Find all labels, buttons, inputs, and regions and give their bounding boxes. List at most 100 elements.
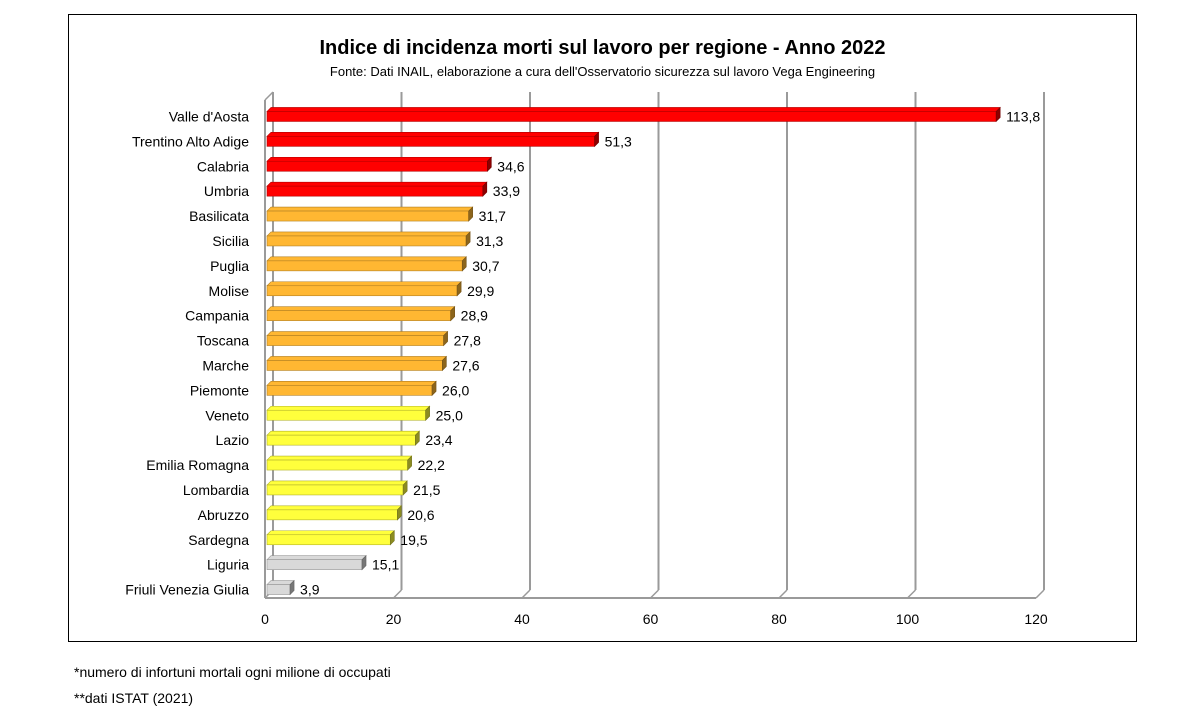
bar-top [266, 331, 449, 336]
bar-end [397, 505, 402, 521]
bar-top [266, 132, 600, 137]
bar-top [266, 231, 471, 237]
bar-end [442, 355, 447, 372]
bar [266, 335, 444, 346]
value-label: 33,9 [493, 183, 520, 199]
bar-top [266, 455, 413, 461]
bar-top [266, 555, 367, 560]
floor-tick [778, 589, 788, 599]
bar-end [361, 554, 367, 571]
bar-end [389, 530, 395, 546]
category-label: Campania [185, 308, 249, 324]
bar-top [266, 530, 396, 536]
chart-subtitle: Fonte: Dati INAIL, elaborazione a cura d… [329, 64, 876, 79]
category-label: Puglia [210, 258, 249, 274]
x-tick-label: 40 [514, 611, 530, 627]
category-label: Emilia Romagna [146, 457, 249, 473]
bar-end [995, 106, 1001, 123]
value-label: 22,2 [418, 457, 445, 473]
bar [266, 111, 997, 122]
value-label: 23,4 [425, 432, 452, 448]
bar [266, 285, 458, 297]
bar-end [487, 156, 492, 172]
value-label: 113,8 [1006, 108, 1040, 124]
bar-top [266, 181, 488, 187]
floor-tick [521, 589, 531, 599]
category-label: Abruzzo [198, 507, 250, 523]
bar [266, 185, 484, 197]
bar [266, 509, 398, 521]
bar-end [443, 330, 448, 347]
bar [266, 385, 433, 396]
bar-top [266, 156, 493, 162]
category-label: Lombardia [183, 482, 249, 498]
category-label: Valle d'Aosta [169, 108, 249, 124]
bar-top [266, 107, 1001, 112]
bar-end [431, 380, 437, 397]
category-label: Sardegna [188, 532, 249, 548]
value-label: 26,0 [442, 382, 469, 398]
category-label: Calabria [197, 158, 249, 174]
value-label: 29,9 [467, 283, 494, 299]
bar-end [450, 305, 455, 322]
bar-top [266, 381, 437, 386]
bar-end [456, 281, 462, 297]
category-label: Umbria [204, 183, 249, 199]
bar [266, 160, 488, 172]
x-tick-label: 0 [261, 611, 269, 627]
value-label: 21,5 [413, 482, 440, 498]
bar-top [266, 281, 462, 287]
bar-top [266, 580, 295, 585]
bar-end [461, 256, 467, 272]
x-tick-label: 80 [771, 611, 787, 627]
bar-top [266, 480, 408, 486]
bar-end [425, 405, 430, 421]
floor-tick [906, 589, 917, 599]
category-label: Sicilia [212, 233, 249, 249]
value-label: 51,3 [605, 133, 632, 149]
value-label: 31,3 [476, 233, 503, 249]
bar [266, 409, 426, 421]
category-label: Trentino Alto Adige [132, 133, 249, 149]
category-label: Liguria [207, 557, 249, 573]
bar [266, 210, 469, 222]
bar [266, 434, 416, 446]
value-label: 30,7 [472, 258, 499, 274]
x-tick-label: 120 [1024, 611, 1048, 627]
floor-tick [649, 589, 660, 599]
bar-end [468, 206, 473, 222]
bar [266, 260, 463, 272]
bar [266, 360, 443, 371]
bar-end [465, 231, 471, 247]
bar [266, 484, 404, 496]
x-tick-label: 60 [643, 611, 659, 627]
value-label: 15,1 [372, 557, 399, 573]
bar-end [407, 455, 412, 471]
floor-tick [1035, 589, 1045, 599]
value-label: 34,6 [497, 158, 524, 174]
bar-top [266, 256, 467, 262]
floor-tick [392, 589, 403, 599]
chart-frame: Indice di incidenza morti sul lavoro per… [68, 14, 1137, 642]
bar-top [266, 505, 403, 511]
x-tick-label: 20 [386, 611, 402, 627]
category-label: Toscana [197, 333, 249, 349]
chart-title: Indice di incidenza morti sul lavoro per… [319, 37, 886, 59]
value-label: 19,5 [400, 532, 427, 548]
value-label: 27,8 [454, 333, 481, 349]
bar-top [266, 306, 456, 311]
footnote-definition: *numero di infortuni mortali ogni milion… [74, 664, 391, 680]
category-label: Basilicata [189, 208, 249, 224]
value-label: 25,0 [436, 407, 463, 423]
category-label: Piemonte [190, 382, 249, 398]
bar [266, 584, 291, 595]
category-label: Veneto [205, 407, 249, 423]
bar [266, 534, 391, 546]
bar [266, 136, 595, 147]
bar-end [482, 181, 488, 197]
value-label: 20,6 [407, 507, 434, 523]
bar [266, 459, 408, 471]
bar [266, 559, 363, 570]
value-label: 27,6 [452, 357, 479, 373]
category-label: Molise [209, 283, 250, 299]
